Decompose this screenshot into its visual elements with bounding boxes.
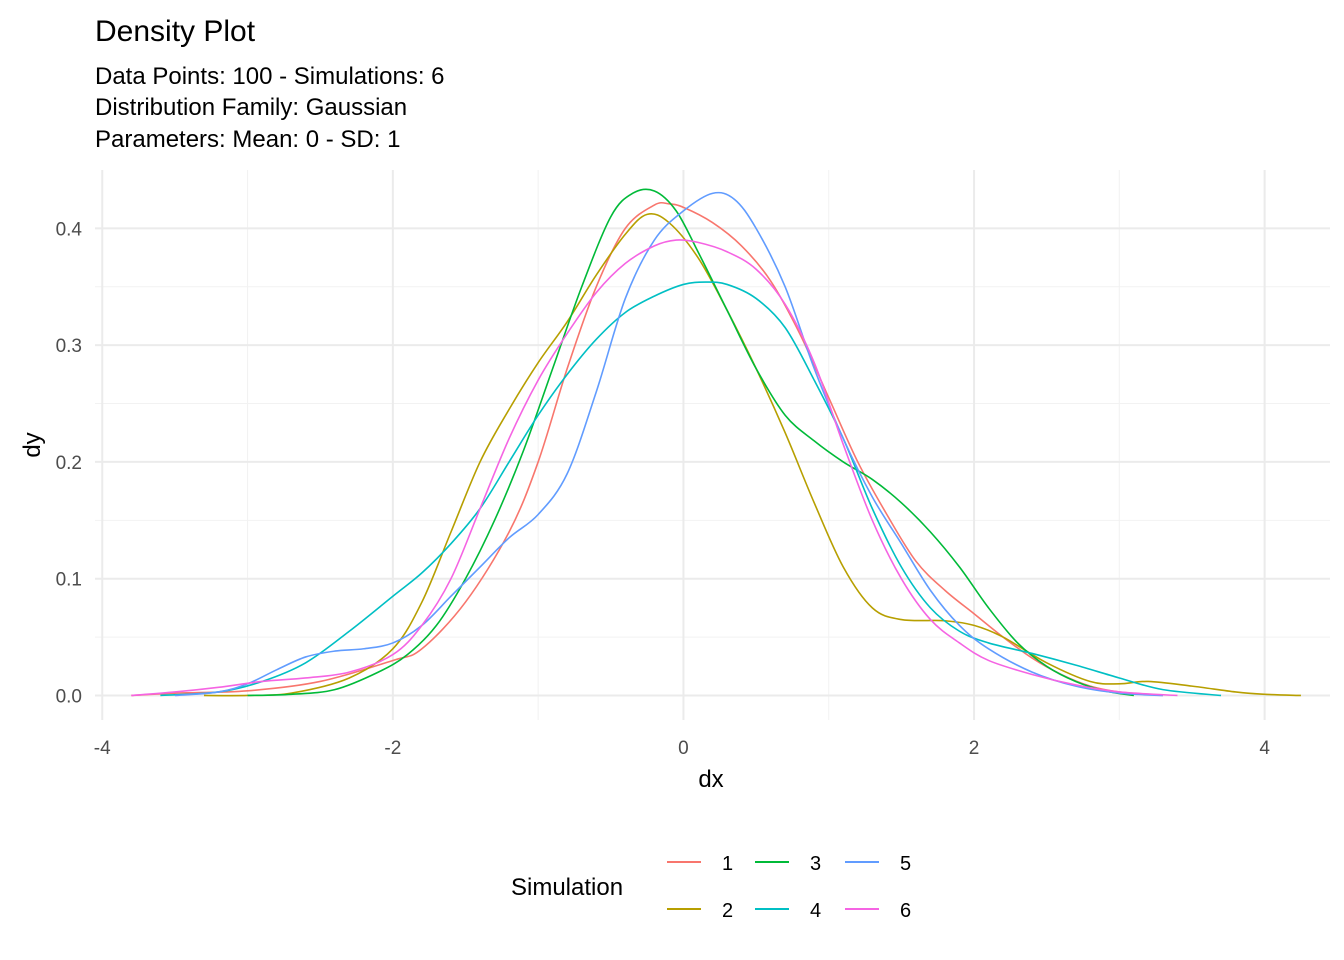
legend-label-2: 2 — [722, 900, 733, 922]
subtitle-line-2: Distribution Family: Gaussian — [95, 94, 407, 121]
legend-label-6: 6 — [900, 900, 911, 922]
density-lines — [131, 188, 1301, 697]
density-line-simulation-2 — [203, 213, 1301, 697]
x-tick-label: -2 — [384, 738, 401, 759]
y-axis-title: dy — [19, 432, 46, 457]
y-tick-label: 0.4 — [56, 219, 83, 240]
x-tick-label: 0 — [678, 738, 689, 759]
legend: Simulation 1 2 3 4 5 6 — [511, 853, 911, 922]
subtitle-line-1: Data Points: 100 - Simulations: 6 — [95, 63, 445, 90]
y-tick-label: 0.3 — [56, 336, 82, 357]
y-tick-label: 0.0 — [56, 686, 82, 707]
legend-label-4: 4 — [810, 900, 821, 922]
x-tick-label: -4 — [94, 738, 111, 759]
density-line-simulation-4 — [160, 281, 1222, 697]
legend-label-3: 3 — [810, 853, 821, 875]
density-line-simulation-3 — [247, 188, 1134, 697]
legend-title: Simulation — [511, 874, 623, 901]
x-tick-label: 2 — [969, 738, 980, 759]
density-line-simulation-6 — [131, 239, 1178, 697]
subtitle-line-3: Parameters: Mean: 0 - SD: 1 — [95, 126, 400, 153]
x-axis-ticks: -4 -2 0 2 4 — [94, 738, 1271, 759]
x-tick-label: 4 — [1259, 738, 1270, 759]
y-tick-label: 0.1 — [56, 570, 82, 591]
density-line-simulation-1 — [131, 201, 1163, 697]
legend-label-1: 1 — [722, 853, 733, 875]
chart-title: Density Plot — [95, 15, 256, 48]
y-tick-label: 0.2 — [56, 453, 82, 474]
y-axis-ticks: 0.0 0.1 0.2 0.3 0.4 — [56, 219, 83, 707]
x-axis-title: dx — [698, 766, 723, 793]
minor-grid — [95, 170, 1330, 720]
legend-label-5: 5 — [900, 853, 911, 875]
major-grid — [95, 170, 1330, 720]
density-line-simulation-5 — [174, 191, 1163, 697]
